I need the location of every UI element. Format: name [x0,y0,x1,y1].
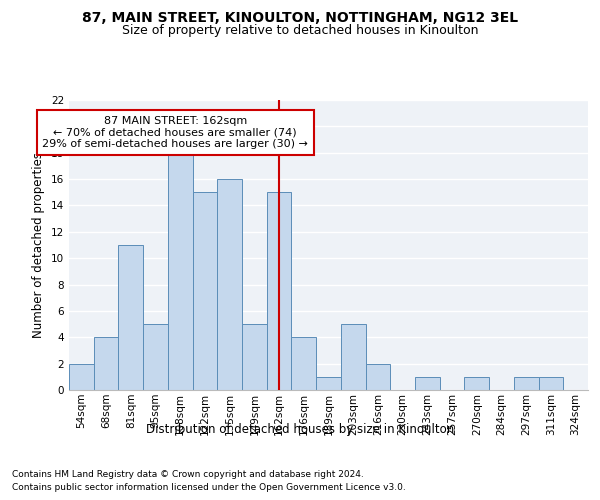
Bar [242,324,267,390]
Bar [341,324,365,390]
Bar [168,152,193,390]
Y-axis label: Number of detached properties: Number of detached properties [32,152,46,338]
Bar [143,324,168,390]
Bar [94,338,118,390]
Text: Contains public sector information licensed under the Open Government Licence v3: Contains public sector information licen… [12,482,406,492]
Text: 87 MAIN STREET: 162sqm
← 70% of detached houses are smaller (74)
29% of semi-det: 87 MAIN STREET: 162sqm ← 70% of detached… [43,116,308,149]
Bar [514,377,539,390]
Text: Contains HM Land Registry data © Crown copyright and database right 2024.: Contains HM Land Registry data © Crown c… [12,470,364,479]
Bar [415,377,440,390]
Text: 87, MAIN STREET, KINOULTON, NOTTINGHAM, NG12 3EL: 87, MAIN STREET, KINOULTON, NOTTINGHAM, … [82,11,518,25]
Bar [316,377,341,390]
Bar [292,338,316,390]
Bar [464,377,489,390]
Bar [118,245,143,390]
Text: Distribution of detached houses by size in Kinoulton: Distribution of detached houses by size … [146,422,454,436]
Bar [69,364,94,390]
Bar [267,192,292,390]
Bar [217,179,242,390]
Bar [365,364,390,390]
Bar [539,377,563,390]
Text: Size of property relative to detached houses in Kinoulton: Size of property relative to detached ho… [122,24,478,37]
Bar [193,192,217,390]
